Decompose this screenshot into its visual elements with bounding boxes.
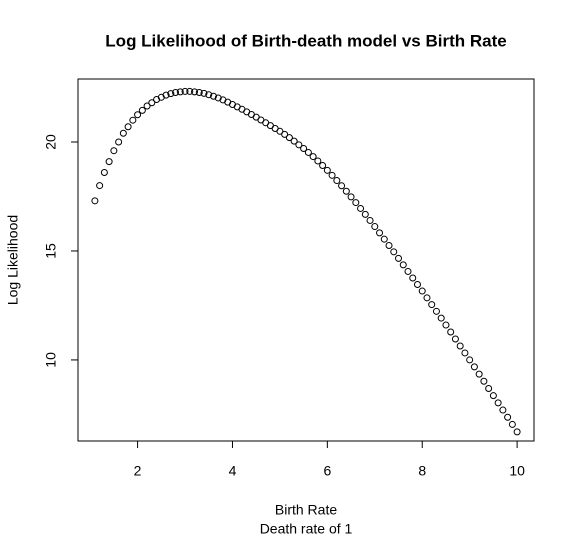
point bbox=[176, 88, 184, 96]
point bbox=[285, 134, 293, 142]
point bbox=[475, 370, 483, 378]
point bbox=[276, 127, 284, 135]
plot-frame bbox=[77, 78, 535, 442]
point bbox=[115, 138, 123, 146]
x-tick-label: 4 bbox=[229, 463, 237, 479]
point bbox=[504, 413, 512, 421]
point bbox=[195, 89, 203, 97]
subtitle: Death rate of 1 bbox=[260, 521, 353, 537]
point bbox=[172, 89, 180, 97]
point bbox=[148, 99, 156, 107]
x-tick-label: 8 bbox=[418, 463, 426, 479]
point bbox=[138, 106, 146, 114]
point bbox=[489, 392, 497, 400]
point bbox=[466, 356, 474, 364]
point bbox=[428, 301, 436, 309]
point bbox=[110, 147, 118, 155]
point bbox=[309, 153, 317, 161]
point bbox=[181, 87, 189, 95]
point bbox=[290, 137, 298, 145]
point bbox=[357, 204, 365, 212]
point bbox=[480, 377, 488, 385]
point bbox=[129, 116, 137, 124]
point bbox=[352, 199, 360, 207]
point bbox=[333, 177, 341, 185]
point bbox=[209, 92, 217, 100]
point bbox=[91, 197, 99, 205]
point bbox=[300, 145, 308, 153]
point bbox=[399, 261, 407, 269]
point bbox=[447, 328, 455, 336]
point bbox=[423, 294, 431, 302]
point bbox=[191, 88, 199, 96]
point bbox=[404, 267, 412, 275]
chart-title: Log Likelihood of Birth-death model vs B… bbox=[105, 31, 506, 50]
point bbox=[456, 342, 464, 350]
point bbox=[442, 321, 450, 329]
point bbox=[119, 129, 127, 137]
point bbox=[304, 148, 312, 156]
point bbox=[96, 182, 104, 190]
point bbox=[295, 141, 303, 149]
point bbox=[361, 210, 369, 218]
point bbox=[413, 281, 421, 289]
point bbox=[200, 89, 208, 97]
point bbox=[470, 363, 478, 371]
point bbox=[105, 158, 113, 166]
y-axis-label: Log Likelihood bbox=[5, 215, 21, 305]
point bbox=[494, 399, 502, 407]
point bbox=[376, 229, 384, 237]
point bbox=[385, 242, 393, 250]
x-tick-label: 2 bbox=[134, 463, 142, 479]
x-axis-label: Birth Rate bbox=[275, 502, 337, 518]
point bbox=[371, 223, 379, 231]
point bbox=[380, 235, 388, 243]
y-tick-label: 10 bbox=[43, 352, 59, 368]
point bbox=[418, 287, 426, 295]
point bbox=[162, 91, 170, 99]
point bbox=[437, 314, 445, 322]
point bbox=[214, 94, 222, 102]
point bbox=[134, 111, 142, 119]
point bbox=[513, 428, 521, 436]
point bbox=[143, 102, 151, 110]
point bbox=[409, 274, 417, 282]
point bbox=[205, 91, 213, 99]
point bbox=[485, 384, 493, 392]
point bbox=[432, 307, 440, 315]
point bbox=[319, 162, 327, 170]
point bbox=[124, 123, 132, 131]
point bbox=[328, 171, 336, 179]
point bbox=[347, 193, 355, 201]
point bbox=[167, 90, 175, 98]
point bbox=[100, 168, 108, 176]
point bbox=[323, 166, 331, 174]
point bbox=[508, 420, 516, 428]
point bbox=[390, 248, 398, 256]
point bbox=[314, 157, 322, 165]
y-tick-label: 15 bbox=[43, 243, 59, 259]
point bbox=[342, 187, 350, 195]
point bbox=[281, 130, 289, 138]
x-tick-label: 6 bbox=[323, 463, 331, 479]
y-tick-label: 20 bbox=[43, 134, 59, 150]
point bbox=[338, 182, 346, 190]
point bbox=[461, 349, 469, 357]
x-tick-label: 10 bbox=[509, 463, 525, 479]
point bbox=[451, 335, 459, 343]
point bbox=[366, 216, 374, 224]
point bbox=[499, 406, 507, 414]
point bbox=[186, 87, 194, 95]
point bbox=[395, 254, 403, 262]
